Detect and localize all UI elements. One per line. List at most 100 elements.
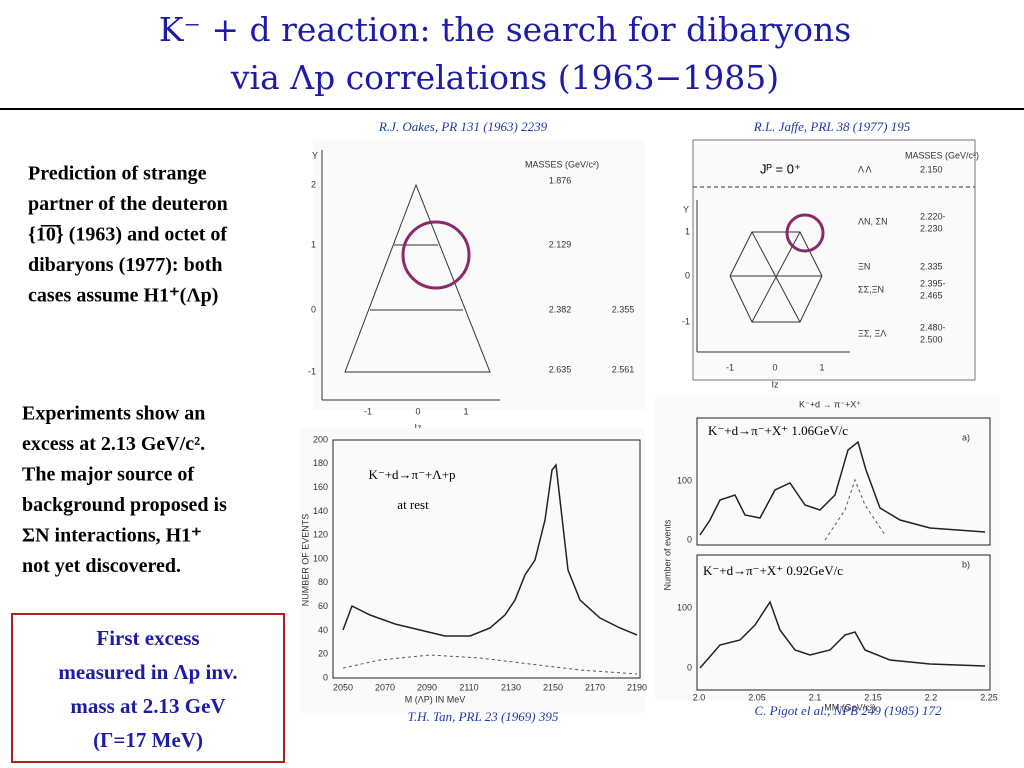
channel: ΣΣ,ΞN [858,284,884,294]
curve [699,440,986,536]
text-line: The major source of [22,464,194,486]
mass: 2.561 [612,364,635,374]
tick-label: 140 [313,506,328,516]
box-line: measured in Λp inv. [58,660,237,684]
tick-label: 60 [318,601,328,611]
channel: ΞN [858,261,870,271]
tick-label: 2150 [543,682,563,692]
tick-label: 0 [311,304,316,314]
axis-label: Number of events [662,519,672,591]
masses-header: MASSES (GeV/c²) [525,159,599,169]
tick-label: 2190 [627,682,647,692]
caption: C. Pigot el al., NPB 249 (1985) 172 [754,703,942,718]
highlight-box [11,613,285,763]
tick-label: 2130 [501,682,521,692]
tick-label: 0 [323,672,328,682]
mass: 2.230 [920,223,943,233]
tick-label: 2170 [585,682,605,692]
tick-label: 2.1 [809,692,822,702]
background-curve [342,654,638,675]
oakes-diagram [321,150,500,401]
tick-label: 2070 [375,682,395,692]
panel: b) [962,559,970,569]
plot-frame [332,439,641,679]
tick-label: -1 [308,366,316,376]
tick-label: -1 [726,362,734,372]
masses-header: MASSES (GeV/c²) [905,150,979,160]
axis-label: Iz [771,379,779,389]
tick-label: 0 [772,362,777,372]
tick-label: 180 [313,458,328,468]
box-line: First excess [96,626,199,650]
condition: at rest [397,497,429,512]
panel: a) [962,432,970,442]
text-line: Prediction of strange [28,163,207,185]
figure-tan [300,428,645,713]
caption: T.H. Tan, PRL 23 (1969) 395 [408,709,559,724]
tick-label: 160 [313,482,328,492]
mass: 2.335 [920,261,943,271]
tick-label: -1 [364,406,372,416]
channel: ΞΣ, ΞΛ [858,328,886,338]
text-line: Experiments show an [22,403,205,425]
text-line: background proposed is [22,494,227,516]
tan-labels: 0 20 40 60 80 100 120 140 160 180 200 2050 2070 2090 2… [300,434,647,704]
tick-label: 2.2 [925,692,938,702]
caption: R.J. Oakes, PR 131 (1963) 2239 [378,119,548,134]
curve [342,463,638,637]
reaction: K⁻+d→π⁻+Λ+p [368,467,455,482]
mass: 2.382 [549,304,572,314]
text-line: not yet discovered. [22,555,181,577]
text-line: cases assume H1⁺(Λp) [28,285,218,307]
tick-label: 100 [677,475,692,485]
figure-jaffe [692,139,976,381]
tick-label: -1 [682,316,690,326]
plot-frame [696,417,991,546]
mass: 2.395- [920,278,946,288]
tick-label: 80 [318,577,328,587]
axis-label: M (ΛP) IN MeV [405,694,466,704]
jaffe-diagram [693,186,975,353]
pigot-labels: K⁻+d → π⁻+X⁺ a) b) K⁻+d→π⁻+X⁺ 1.06GeV/c K⁻+d… [662,399,997,712]
tick-label: 0 [687,662,692,672]
tick-label: 0 [685,270,690,280]
mass: 2.220- [920,211,946,221]
figure-pigot [655,395,1000,700]
axis-label: NUMBER OF EVENTS [300,514,310,607]
mass: 2.129 [549,239,572,249]
tick-label: 120 [313,530,328,540]
tick-label: 20 [318,649,328,659]
mass: 2.480- [920,322,946,332]
tick-label: 0 [687,534,692,544]
tick-label: 2.05 [748,692,766,702]
tick-label: 100 [677,602,692,612]
reaction: K⁻+d→π⁻+X⁺ 1.06GeV/c [708,423,848,438]
tick-label: 2.0 [693,692,706,702]
axis-label: Iz [414,422,422,432]
left-text: Prediction of strange partner of the deut… [22,163,238,752]
text-line: excess at 2.13 GeV/c². [22,433,205,455]
peak-curve [824,478,886,541]
channel: ΛN, ΣN [858,216,888,226]
mass: 2.635 [549,364,572,374]
figure-oakes [313,140,645,410]
mass: 2.150 [920,164,943,174]
tick-label: 200 [313,434,328,444]
tick-label: 1 [311,239,316,249]
tick-label: 100 [313,553,328,563]
reaction: K⁻+d→π⁻+X⁺ 0.92GeV/c [703,563,843,578]
title-line: K⁻ + d reaction: the search for dibaryon… [159,10,851,49]
jaffe-labels: Jᴾ = 0⁺ Y Iz 1 0 -1 -1 0 1 MASSES (GeV/c²) Λ Λ ΛN, … [682,150,979,389]
plot-frame [696,554,991,691]
title-line: via Λp correlations (1963−1985) [230,58,779,97]
tick-label: 2090 [417,682,437,692]
axis-label: MM (GeV/c²) [824,702,876,712]
tick-label: 0 [415,406,420,416]
box-line: (Γ=17 MeV) [93,728,203,752]
text-line: ΣN interactions, H1⁺ [22,525,202,547]
box-line: mass at 2.13 GeV [70,694,225,718]
curve [699,600,986,669]
tick-label: 2.25 [980,692,998,702]
jp: Jᴾ = 0⁺ [760,161,801,176]
tick-label: 1 [685,226,690,236]
